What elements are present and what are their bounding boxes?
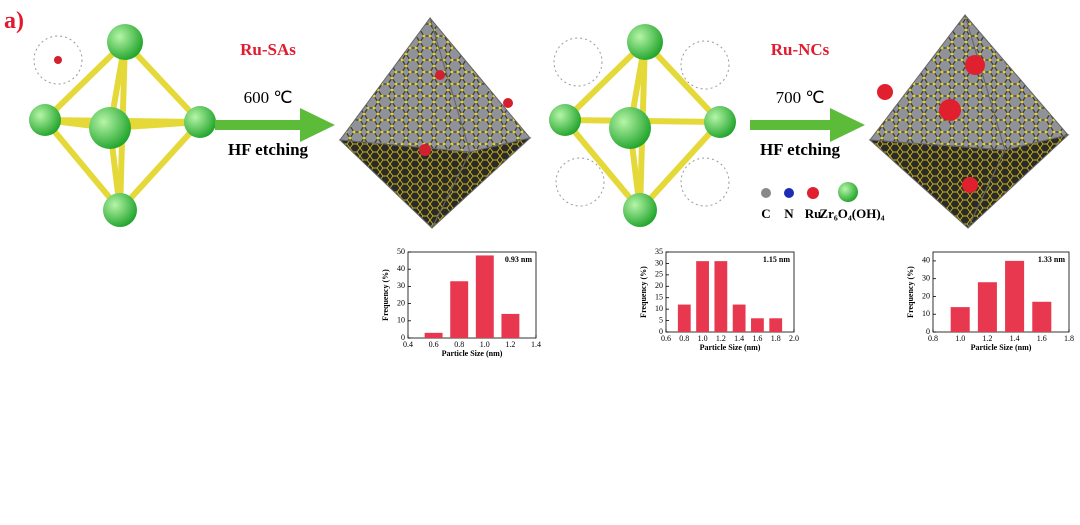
x-tick-label: 1.8	[1064, 334, 1074, 343]
y-tick-label: 20	[655, 281, 663, 290]
x-tick-label: 1.2	[982, 334, 992, 343]
bar	[714, 261, 728, 332]
octahedron-face	[967, 134, 1070, 229]
x-tick-label: 0.8	[454, 340, 464, 349]
product-label: Ru-SAs	[240, 40, 296, 59]
y-tick-label: 0	[401, 333, 405, 342]
plot-frame	[665, 251, 795, 333]
schematic: a) Ru-SAs 600 ℃ HF etching	[4, 8, 1070, 229]
y-axis-label: Frequency (%)	[381, 269, 390, 321]
ru-clusters	[877, 55, 985, 193]
temperature: 700 ℃	[776, 88, 825, 107]
x-tick-label: 0.8	[679, 334, 689, 343]
histogram: 0.8 1.0 1.2 1.4 1.6 1.8 0 10 20 30 40 Particle Size…	[903, 244, 1077, 356]
x-tick-label: 2.0	[789, 334, 799, 343]
treatment: HF etching	[760, 140, 841, 159]
y-tick-label: 30	[397, 281, 405, 290]
x-axis-label: Particle Size (nm)	[971, 343, 1032, 352]
y-tick-label: 30	[922, 273, 930, 282]
bar	[475, 255, 494, 338]
y-tick-label: 20	[397, 298, 405, 307]
x-axis-label: Particle Size (nm)	[442, 349, 503, 358]
arrow-head	[300, 108, 335, 142]
x-tick-label: 1.6	[752, 334, 762, 343]
octahedron-face	[431, 137, 532, 229]
y-tick-label: 0	[926, 327, 930, 336]
bar	[677, 304, 691, 332]
zr-nodes	[549, 24, 736, 227]
legend-label: Ru	[805, 206, 822, 221]
bar	[1032, 301, 1052, 332]
ru-atoms	[419, 70, 513, 156]
bar	[450, 281, 469, 338]
x-tick-label: 0.6	[429, 340, 439, 349]
annotation: 1.15 nm	[763, 255, 790, 264]
x-axis-label: Particle Size (nm)	[700, 343, 761, 352]
ligands	[553, 37, 730, 207]
x-tick-label: 1.0	[480, 340, 490, 349]
plot-frame	[407, 251, 537, 339]
legend-label: C	[761, 206, 770, 221]
y-tick-label: 0	[659, 327, 663, 336]
y-tick-label: 5	[659, 315, 663, 324]
treatment: HF etching	[228, 140, 309, 159]
y-tick-label: 15	[655, 293, 663, 302]
x-tick-label: 0.8	[928, 334, 938, 343]
histogram: 0.6 0.8 1.0 1.2 1.4 1.6 1.8 2.0 0 5 10 15 20 25 30 35 Pa…	[636, 244, 802, 356]
ligand	[33, 35, 83, 85]
y-axis-label: Frequency (%)	[639, 266, 648, 318]
y-tick-label: 20	[922, 291, 930, 300]
bar	[696, 261, 709, 332]
x-tick-label: 0.6	[661, 334, 671, 343]
x-tick-label: 1.4	[1010, 334, 1020, 343]
bar	[424, 332, 443, 338]
product-label: Ru-NCs	[771, 40, 830, 59]
legend-label: Zr₆O₄(OH)₄	[819, 206, 884, 221]
y-tick-label: 35	[655, 247, 663, 256]
bar	[1005, 260, 1025, 332]
legend-label: N	[784, 206, 794, 221]
bar	[751, 318, 764, 332]
arrow-head	[830, 108, 865, 142]
x-tick-label: 1.0	[698, 334, 708, 343]
zr-nodes	[29, 24, 216, 227]
y-tick-label: 10	[397, 316, 405, 325]
x-tick-label: 1.2	[716, 334, 726, 343]
octahedron-face	[338, 139, 471, 229]
panel-label: a)	[4, 8, 24, 34]
x-tick-label: 1.4	[531, 340, 541, 349]
bar	[732, 304, 746, 332]
x-tick-label: 1.8	[771, 334, 781, 343]
x-tick-label: 1.4	[734, 334, 744, 343]
annotation: 1.33 nm	[1038, 255, 1065, 264]
y-tick-label: 40	[397, 264, 405, 273]
plot-frame	[932, 251, 1070, 333]
x-tick-label: 1.2	[505, 340, 515, 349]
x-tick-label: 0.4	[403, 340, 413, 349]
annotation: 0.93 nm	[505, 255, 532, 264]
x-tick-label: 1.0	[955, 334, 965, 343]
histogram: 0.4 0.6 0.8 1.0 1.2 1.4 0 10 20 30 40 50 Particle Si…	[378, 244, 544, 362]
y-axis-label: Frequency (%)	[906, 266, 915, 318]
y-tick-label: 10	[922, 309, 930, 318]
y-tick-label: 30	[655, 258, 663, 267]
y-tick-label: 10	[655, 304, 663, 313]
x-tick-label: 1.6	[1037, 334, 1047, 343]
temperature: 600 ℃	[244, 88, 293, 107]
y-tick-label: 25	[655, 270, 663, 279]
bar	[769, 318, 783, 332]
legend: C N Ru Zr₆O₄(OH)₄	[761, 182, 885, 221]
bar	[950, 307, 970, 332]
y-tick-label: 40	[922, 256, 930, 265]
octahedron-face	[868, 139, 1006, 229]
bar	[501, 313, 520, 338]
y-tick-label: 50	[397, 247, 405, 256]
bar	[977, 282, 997, 332]
